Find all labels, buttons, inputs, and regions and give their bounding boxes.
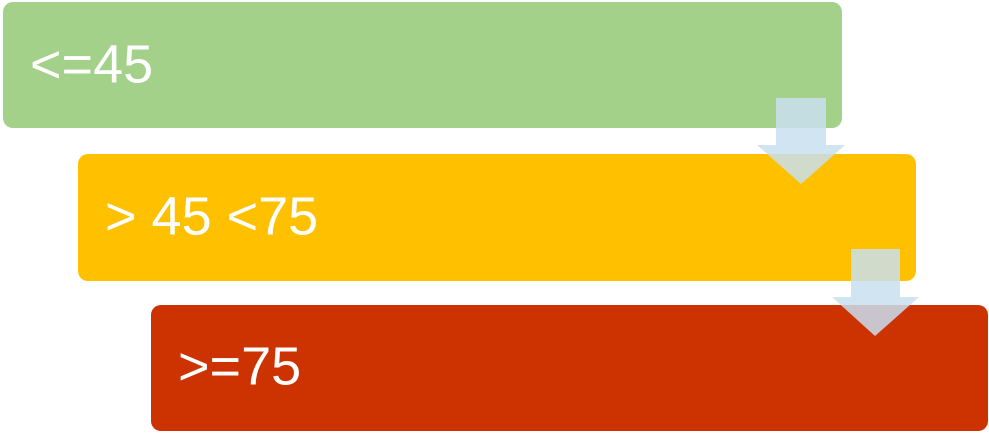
step-box — [3, 2, 842, 128]
step-label: > 45 <75 — [105, 186, 318, 246]
step-label: >=75 — [178, 336, 301, 396]
step-label: <=45 — [30, 34, 153, 94]
step-box — [78, 154, 916, 281]
down-arrow — [757, 98, 845, 184]
step-box — [151, 305, 988, 431]
down-arrow — [832, 249, 919, 336]
